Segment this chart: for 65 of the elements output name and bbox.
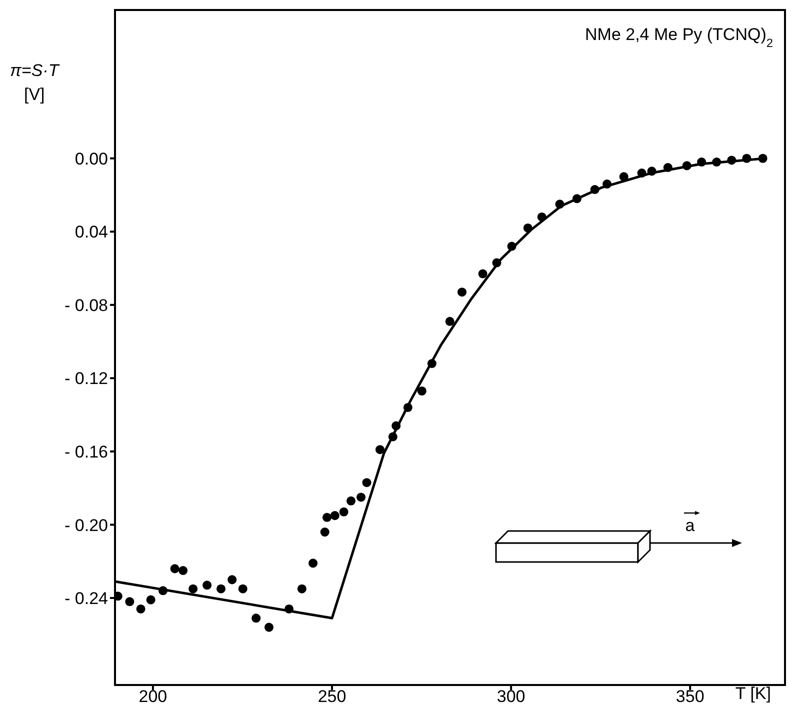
point — [238, 584, 248, 594]
point — [523, 223, 532, 232]
point — [320, 528, 330, 537]
point — [445, 316, 454, 326]
y-tick-label: - 0.20 — [64, 516, 108, 535]
point — [339, 507, 348, 516]
point — [572, 194, 582, 204]
point — [742, 154, 752, 163]
point — [403, 402, 412, 412]
point — [125, 597, 134, 606]
annotation: a — [685, 516, 696, 535]
point — [308, 558, 318, 568]
point — [507, 242, 516, 251]
point — [457, 288, 467, 297]
point — [202, 580, 212, 590]
point — [136, 604, 146, 614]
point — [216, 584, 226, 594]
point — [158, 586, 168, 596]
x-tick-label: 350 — [676, 687, 704, 704]
y-tick-label: - 0.16 — [64, 442, 108, 462]
y-tick-label: - 0.12 — [64, 369, 108, 388]
point — [356, 492, 366, 502]
point — [727, 156, 736, 165]
point — [537, 212, 546, 222]
point — [388, 432, 398, 442]
point — [188, 584, 198, 594]
point — [178, 566, 188, 576]
point — [619, 172, 628, 182]
point — [712, 158, 722, 167]
annotation: NMe 2,4 Me Py (TCNQ)$_{2}$ — [585, 25, 774, 50]
x-axis-title: T [K] — [735, 684, 771, 703]
point — [284, 604, 294, 614]
point — [663, 163, 672, 172]
point — [330, 511, 340, 520]
point — [758, 154, 768, 163]
y-tick-label: 0.04 — [74, 222, 108, 242]
point — [417, 386, 426, 396]
y-tick-label: - 0.24 — [64, 589, 108, 608]
point — [322, 512, 332, 522]
x-tick-label: 200 — [138, 687, 168, 704]
point — [146, 595, 156, 604]
point — [346, 496, 356, 506]
point — [252, 614, 261, 623]
point — [478, 269, 488, 278]
point — [170, 564, 180, 574]
point — [228, 575, 237, 584]
x-tick-label: 300 — [496, 687, 526, 704]
point — [590, 185, 600, 194]
y-tick-label: - 0.08 — [64, 296, 108, 315]
point — [602, 180, 612, 189]
point — [362, 478, 372, 488]
point — [264, 622, 274, 632]
point — [492, 258, 502, 268]
point — [297, 584, 306, 594]
point — [375, 445, 385, 454]
y-tick-label: 0.00 — [74, 149, 108, 168]
point — [427, 359, 436, 368]
point — [682, 161, 692, 170]
point — [392, 421, 401, 430]
point — [647, 166, 656, 176]
x-tick-label: 250 — [318, 687, 346, 704]
y-axis-title: π=S·T [V] — [10, 61, 60, 104]
point — [637, 168, 646, 178]
point — [697, 158, 706, 167]
point — [555, 200, 564, 209]
